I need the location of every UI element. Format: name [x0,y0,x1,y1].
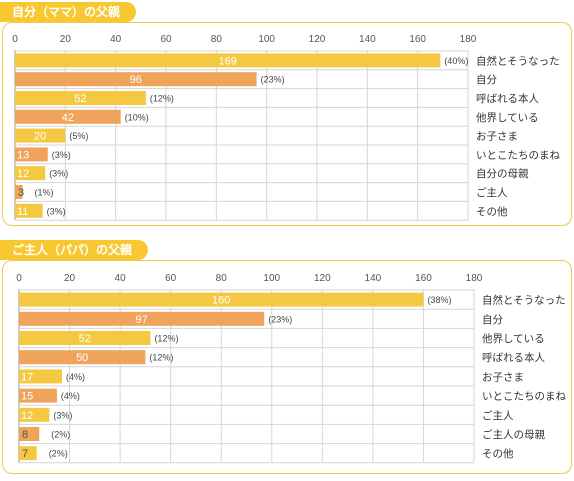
bar-value-label: 169 [218,55,236,67]
bar [19,292,424,307]
percent-label: (1%) [35,188,54,198]
bar-value-label: 97 [135,314,147,326]
x-tick-label: 60 [160,34,172,45]
percent-label: (40%) [444,56,468,66]
bar [19,446,37,461]
bar-value-label: 15 [21,391,33,403]
bar [15,53,441,68]
bar [19,331,151,345]
percent-label: (3%) [52,150,71,160]
bar-value-label: 50 [76,352,88,364]
percent-label: (23%) [268,314,292,324]
category-label: 自然とそうなった [476,54,560,67]
bar [15,166,46,181]
bar-value-label: 3 [18,187,24,199]
percent-label: (23%) [261,75,285,85]
bar [19,407,50,422]
percent-label: (4%) [61,391,80,401]
x-tick-label: 160 [415,273,432,284]
category-label: その他 [476,205,508,218]
x-tick-label: 120 [309,34,326,45]
x-tick-label: 160 [409,34,426,45]
percent-label: (4%) [66,372,85,382]
percent-label: (10%) [125,112,149,122]
category-label: お子さま [482,371,524,383]
percent-label: (38%) [427,295,451,305]
x-tick-label: 20 [64,273,76,284]
bar-value-label: 13 [17,149,29,161]
bar [15,91,146,105]
x-tick-label: 60 [165,273,177,284]
bar-value-label: 52 [74,93,86,105]
bar-value-label: 96 [130,74,142,86]
bar [15,185,23,199]
bar-value-label: 7 [22,448,28,460]
percent-label: (3%) [47,206,66,216]
bar-value-label: 160 [212,295,230,307]
bar [15,109,121,124]
bar [15,203,43,218]
x-tick-label: 100 [263,273,280,284]
bar-value-label: 12 [17,168,29,180]
category-label: その他 [482,447,514,460]
percent-label: (12%) [149,353,173,363]
x-tick-label: 80 [216,273,228,284]
bar [15,72,257,87]
percent-label: (3%) [53,410,72,420]
bar-value-label: 8 [22,429,28,441]
percent-label: (2%) [49,449,68,459]
category-label: お子さま [476,131,518,143]
percent-label: (2%) [51,430,70,440]
bar [19,311,265,326]
bar [19,427,40,441]
x-tick-label: 0 [12,34,18,45]
category-label: いとこたちのまね [476,149,560,161]
category-label: ご主人 [476,186,508,199]
percent-label: (5%) [69,131,88,141]
bar [15,147,48,162]
x-tick-label: 140 [359,34,376,45]
x-tick-label: 40 [110,34,122,45]
bar-value-label: 12 [21,410,33,422]
category-label: 呼ばれる本人 [476,92,539,105]
category-label: 自分 [476,73,497,86]
bar [19,388,57,403]
bar-value-label: 42 [62,112,74,124]
bar-value-label: 52 [79,333,91,345]
category-label: 他界している [482,332,545,345]
category-label: 自分の母親 [476,167,529,180]
bar [15,128,66,143]
category-label: 自然とそうなった [482,294,566,307]
x-tick-label: 120 [314,273,331,284]
x-tick-label: 40 [115,273,127,284]
x-tick-label: 80 [211,34,223,45]
percent-label: (12%) [154,334,178,344]
bar [19,350,146,365]
category-label: ご主人の母親 [482,428,545,441]
x-tick-label: 140 [365,273,382,284]
x-tick-label: 100 [258,34,275,45]
category-label: 自分 [482,313,503,326]
bar-value-label: 17 [21,371,33,383]
percent-label: (12%) [150,94,174,104]
percent-label: (3%) [49,169,68,179]
category-label: 他界している [476,111,539,124]
x-tick-label: 20 [60,34,72,45]
category-label: いとこたちのまね [482,391,566,403]
chart-2-title: ご主人（パパ）の父親 [0,240,149,260]
chart-1-title: 自分（ママ）の父親 [0,2,137,22]
x-tick-label: 0 [16,273,22,284]
bar-value-label: 11 [17,206,28,218]
x-tick-label: 180 [466,273,483,284]
bar-value-label: 20 [34,131,46,143]
x-tick-label: 180 [460,34,477,45]
bar [19,369,62,384]
category-label: 呼ばれる本人 [482,351,545,364]
category-label: ご主人 [482,409,514,422]
